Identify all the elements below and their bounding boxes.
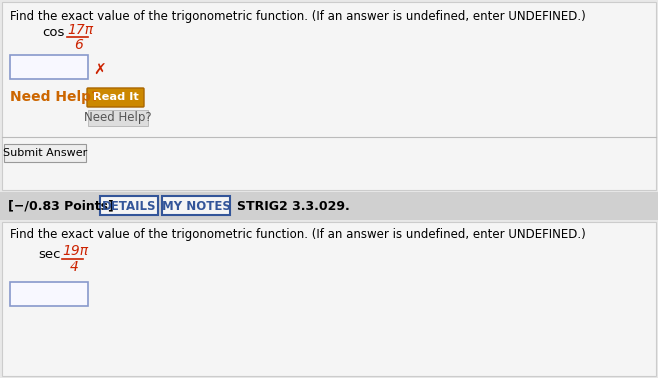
Text: MY NOTES: MY NOTES	[162, 200, 230, 212]
FancyBboxPatch shape	[162, 196, 230, 215]
FancyBboxPatch shape	[88, 110, 148, 126]
Text: Need Help?: Need Help?	[84, 112, 152, 124]
Text: Read It: Read It	[93, 93, 138, 102]
Text: Submit Answer: Submit Answer	[3, 148, 87, 158]
Text: STRIG2 3.3.029.: STRIG2 3.3.029.	[237, 200, 350, 212]
Text: sec: sec	[38, 248, 61, 261]
Text: Need Help?: Need Help?	[10, 90, 99, 104]
Text: 17π: 17π	[67, 23, 93, 37]
FancyBboxPatch shape	[100, 196, 158, 215]
FancyBboxPatch shape	[87, 88, 144, 107]
FancyBboxPatch shape	[2, 2, 656, 190]
Text: 4: 4	[70, 260, 79, 274]
Text: 6: 6	[74, 38, 83, 52]
Text: 19π: 19π	[62, 244, 88, 258]
Text: DETAILS: DETAILS	[102, 200, 156, 212]
FancyBboxPatch shape	[10, 282, 88, 306]
FancyBboxPatch shape	[0, 192, 658, 220]
Text: Find the exact value of the trigonometric function. (If an answer is undefined, : Find the exact value of the trigonometri…	[10, 228, 586, 241]
FancyBboxPatch shape	[2, 222, 656, 376]
FancyBboxPatch shape	[4, 144, 86, 162]
Text: ✗: ✗	[93, 62, 106, 77]
FancyBboxPatch shape	[10, 55, 88, 79]
Text: [−/0.83 Points]: [−/0.83 Points]	[8, 200, 114, 212]
Text: cos: cos	[42, 26, 64, 39]
Text: Find the exact value of the trigonometric function. (If an answer is undefined, : Find the exact value of the trigonometri…	[10, 10, 586, 23]
